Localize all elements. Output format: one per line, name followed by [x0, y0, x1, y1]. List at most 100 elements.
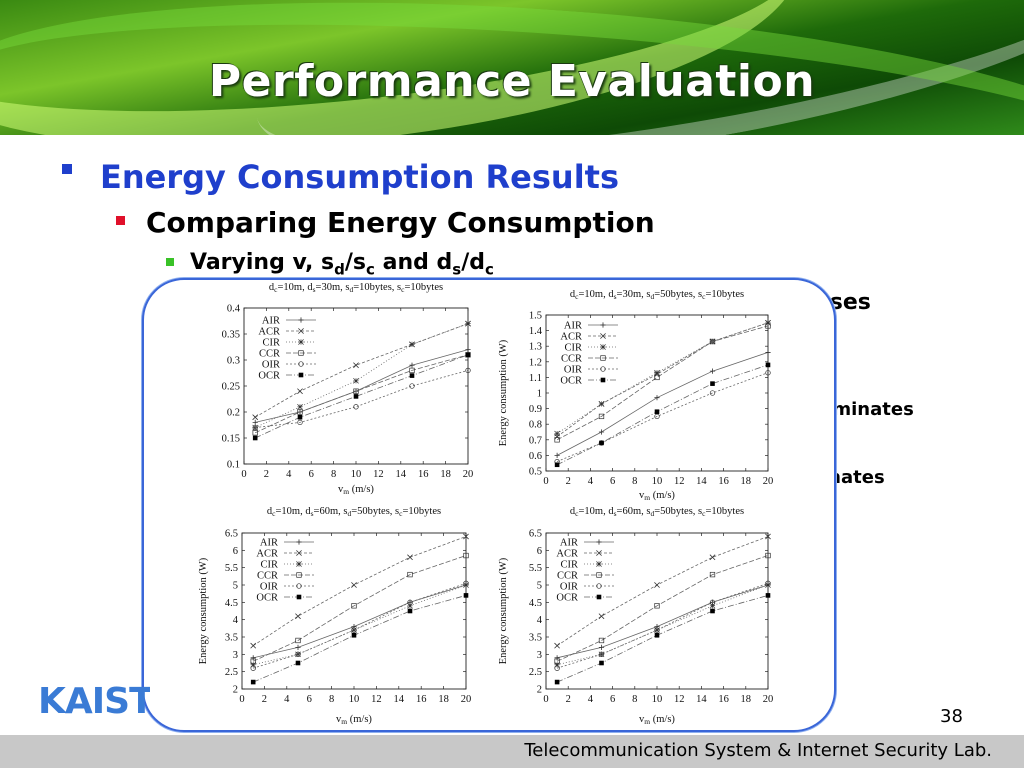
marker-square-open [353, 388, 359, 394]
marker-x [297, 388, 303, 395]
chart-title-part: =10bytes [402, 506, 441, 517]
x-tick-label: 4 [588, 476, 594, 487]
marker-circle-open [409, 383, 415, 389]
y-tick-label: 0.25 [222, 382, 240, 393]
partial-text: ominates [820, 399, 914, 420]
legend-label: CCR [257, 571, 278, 582]
marker-square-open [600, 355, 606, 361]
marker-plus [598, 429, 605, 435]
svg-text:KAIST: KAIST [38, 681, 150, 720]
legend-label: AIR [560, 538, 578, 549]
y-tick-label: 2 [537, 685, 542, 696]
y-tick-label: 1.4 [529, 326, 543, 337]
chart-title-subscript: c [702, 509, 706, 518]
y-tick-label: 0.5 [529, 467, 542, 478]
marker-circle-open [296, 583, 302, 589]
marker-star [600, 344, 606, 350]
series-markers-ccr [554, 552, 771, 664]
marker-plus [409, 362, 415, 368]
chart-title-part: =10bytes [705, 506, 744, 517]
marker-square-open [252, 430, 258, 436]
legend-label: OIR [564, 365, 582, 376]
legend-label: OCR [258, 371, 280, 382]
chart-title-part: =10bytes, s [353, 282, 401, 293]
marker-star [554, 661, 560, 668]
marker-star [297, 403, 303, 410]
series-markers-cir [252, 320, 471, 431]
x-tick-label: 12 [373, 469, 384, 480]
series-markers-oir [250, 580, 469, 671]
bullet-level-3-sub: s [452, 260, 462, 279]
series-markers-air [554, 349, 771, 458]
chart-title-part: =30m, s [617, 289, 651, 300]
marker-star [654, 369, 660, 376]
marker-plus [600, 322, 606, 328]
series-line-cir [557, 584, 769, 666]
marker-plus [654, 395, 660, 401]
marker-square-filled [600, 377, 606, 383]
series-line-air [556, 352, 769, 456]
marker-square-filled [407, 608, 413, 614]
chart-title: dc=10m, ds=30m, sd=10bytes, sc=10bytes [269, 282, 443, 294]
marker-plus [596, 539, 602, 545]
chart-energy-bottom-right: dc=10m, ds=60m, sd=50bytes, sc=10bytes 0 2… [494, 502, 784, 726]
x-tick-label: 4 [284, 694, 290, 705]
kaist-logo: KAIST [38, 680, 155, 724]
y-tick-label: 6.5 [529, 529, 542, 540]
marker-square-filled [710, 608, 715, 614]
marker-star [598, 401, 605, 407]
y-axis-label: Energy consumption (W) [198, 557, 209, 664]
marker-circle-open [252, 424, 258, 431]
x-tick-label: 20 [763, 694, 774, 705]
marker-star [596, 561, 602, 567]
chart-title-part: =60m, s [314, 506, 348, 517]
square-bullet-icon [62, 164, 72, 174]
x-tick-label: 18 [741, 476, 752, 487]
y-tick-label: 1.5 [529, 311, 542, 322]
legend-label: CIR [564, 343, 582, 354]
marker-circle-open [598, 651, 605, 657]
marker-plus [298, 317, 304, 323]
marker-square-filled [599, 440, 604, 446]
chart-title-part: =10m, d [579, 506, 615, 517]
legend-label: ACR [256, 549, 278, 560]
chart-energy-bottom-left: dc=10m, ds=60m, sd=50bytes, sc=10bytes 0 2… [194, 502, 484, 726]
series-line-ccr [556, 325, 769, 441]
marker-square-filled [465, 352, 471, 358]
bullet-level-3-part: /s [344, 250, 367, 275]
y-tick-label: 0.15 [222, 434, 240, 445]
marker-x [353, 362, 359, 369]
legend-label: AIR [262, 316, 280, 327]
legend-label: CIR [560, 560, 578, 571]
marker-plus [554, 655, 560, 661]
x-tick-label: 4 [286, 469, 292, 480]
chart-energy-top-right: dc=10m, ds=30m, sd=50bytes, sc=10bytes 0 2… [494, 285, 784, 503]
marker-plus [295, 644, 301, 650]
marker-square-open [295, 637, 301, 644]
marker-circle-open [353, 404, 359, 410]
x-tick-label: 2 [566, 476, 571, 487]
y-tick-label: 1.1 [529, 373, 542, 384]
marker-square-filled [351, 632, 357, 638]
y-tick-label: 1.2 [529, 357, 542, 368]
x-tick-label: 20 [763, 476, 774, 487]
marker-square-filled [554, 462, 560, 468]
chart-title-subscript: d [650, 292, 654, 301]
y-tick-label: 0.4 [227, 304, 241, 315]
marker-circle-open [465, 367, 471, 374]
chart-title-subscript: s [614, 509, 617, 518]
chart-title-subscript: c [401, 285, 405, 294]
marker-square-open [554, 437, 560, 443]
series-line-cir [255, 323, 469, 428]
marker-x [596, 550, 602, 556]
x-tick-label: 10 [652, 694, 663, 705]
slide-title: Performance Evaluation [208, 56, 816, 107]
chart-title-part: =10bytes [705, 289, 744, 300]
marker-square-filled [596, 594, 602, 600]
series-markers-ccr [252, 352, 471, 436]
x-tick-label: 14 [696, 694, 707, 705]
x-tick-label: 8 [329, 694, 334, 705]
x-axis-label-subscript: m [644, 493, 650, 502]
